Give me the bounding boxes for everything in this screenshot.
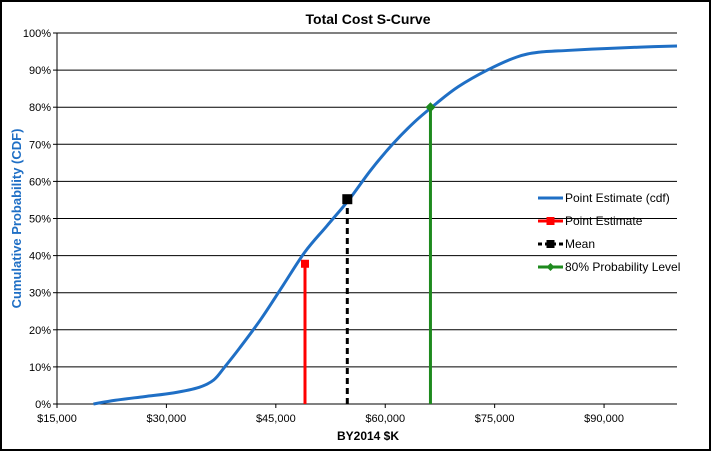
x-axis-label: BY2014 $K bbox=[337, 429, 399, 443]
y-tick-label: 70% bbox=[29, 139, 51, 151]
y-tick-label: 90% bbox=[29, 65, 51, 77]
y-tick-label: 40% bbox=[29, 251, 51, 263]
x-tick-label: $75,000 bbox=[475, 413, 515, 425]
y-tick-label: 80% bbox=[29, 102, 51, 114]
legend-marker bbox=[546, 217, 555, 225]
y-axis-label: Cumulative Probability (CDF) bbox=[9, 129, 24, 309]
y-tick-label: 50% bbox=[29, 214, 51, 226]
x-tick-label: $90,000 bbox=[584, 413, 624, 425]
x-tick-label: $30,000 bbox=[147, 413, 187, 425]
y-tick-label: 20% bbox=[29, 325, 51, 337]
x-tick-labels: $15,000 $30,000 $45,000 $60,000 $75,000 $90,0… bbox=[37, 413, 624, 425]
legend-label: Mean bbox=[565, 237, 595, 251]
legend-marker bbox=[546, 263, 555, 271]
y-tick-labels: 0% 10% 20% 30% 40% 50% 60% 70% 80% 90% 100% bbox=[23, 28, 51, 411]
point-estimate-marker bbox=[301, 259, 309, 268]
y-tick-label: 60% bbox=[29, 176, 51, 188]
legend-marker bbox=[546, 240, 555, 248]
grid-lines bbox=[57, 32, 677, 368]
legend: Point Estimate (cdf) Point Estimate Mean 80… bbox=[538, 191, 680, 274]
mean-marker bbox=[342, 194, 353, 205]
y-tick-label: 0% bbox=[35, 399, 51, 411]
y-tick-label: 30% bbox=[29, 288, 51, 300]
series-group bbox=[93, 44, 678, 406]
probability-80-marker bbox=[425, 102, 436, 113]
y-tick-label: 100% bbox=[23, 28, 51, 40]
legend-label: Point Estimate bbox=[565, 214, 643, 228]
x-tick-label: $60,000 bbox=[365, 413, 405, 425]
legend-label: Point Estimate (cdf) bbox=[565, 191, 670, 205]
y-tick-label: 10% bbox=[29, 362, 51, 374]
legend-label: 80% Probability Level bbox=[565, 260, 680, 274]
x-tick-label: $15,000 bbox=[37, 413, 77, 425]
chart-title: Total Cost S-Curve bbox=[306, 11, 431, 27]
x-tick-label: $45,000 bbox=[256, 413, 296, 425]
axes bbox=[53, 32, 677, 408]
